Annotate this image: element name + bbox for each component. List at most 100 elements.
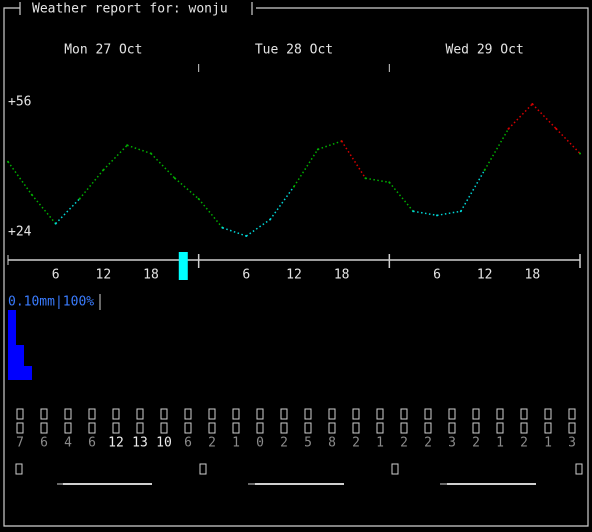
- wind-speed: 3: [568, 436, 576, 451]
- wind-speed: 2: [208, 436, 216, 451]
- icon-glyph: [160, 408, 168, 420]
- icon-glyph: [280, 408, 288, 420]
- icon-glyph: [256, 422, 264, 434]
- wind-speed: 7: [16, 436, 24, 451]
- icon-glyph: [40, 408, 48, 420]
- icon-glyph: [136, 422, 144, 434]
- icon-glyph: [424, 422, 432, 434]
- x-tick-label: 12: [96, 268, 112, 283]
- icon-glyph: [256, 408, 264, 420]
- temp-line: [317, 140, 342, 151]
- icon-glyph: [88, 408, 96, 420]
- temp-line: [102, 144, 128, 171]
- icon-glyph: [352, 422, 360, 434]
- wind-speed: 6: [184, 436, 192, 451]
- icon-glyph: [280, 422, 288, 434]
- icon-glyph: [232, 408, 240, 420]
- temp-line: [150, 152, 176, 179]
- wind-speed: 13: [132, 436, 148, 451]
- wind-speed: 1: [496, 436, 504, 451]
- x-tick-label: 6: [242, 268, 250, 283]
- wind-speed: 2: [400, 436, 408, 451]
- icon-glyph: [568, 422, 576, 434]
- frame: [3, 2, 589, 527]
- precip-bar: [16, 345, 24, 380]
- now-marker: [178, 252, 188, 280]
- temp-line: [174, 177, 200, 200]
- icon-glyph: [568, 408, 576, 420]
- icon-glyph: [400, 422, 408, 434]
- wind-speed: 3: [448, 436, 456, 451]
- icon-glyph: [184, 408, 192, 420]
- temp-line: [365, 177, 390, 184]
- day-label: Mon 27 Oct: [64, 43, 142, 58]
- icon-glyph: [232, 422, 240, 434]
- weather-icons: [16, 408, 576, 434]
- icon-glyph: [136, 408, 144, 420]
- icon-glyph: [544, 422, 552, 434]
- wind-speed: 2: [352, 436, 360, 451]
- temp-line: [126, 144, 152, 155]
- icon-glyph: [160, 422, 168, 434]
- wind-speed: 4: [64, 436, 72, 451]
- wind-speed: 2: [472, 436, 480, 451]
- icon-glyph: [112, 422, 120, 434]
- icon-glyph: [16, 408, 24, 420]
- day-label: Wed 29 Oct: [446, 43, 524, 58]
- precip-label: 0.10mm|100%: [8, 295, 94, 310]
- icon-glyph: [376, 422, 384, 434]
- temp-line: [222, 227, 247, 237]
- icon-glyph: [400, 408, 408, 420]
- icon-glyph: [40, 422, 48, 434]
- temp-line: [436, 210, 461, 217]
- temp-line: [507, 103, 533, 130]
- x-tick-label: 18: [525, 268, 541, 283]
- icon-glyph: [424, 408, 432, 420]
- wind-speed: 12: [108, 436, 124, 451]
- icon-glyph: [544, 408, 552, 420]
- icon-glyph: [328, 422, 336, 434]
- x-tick-label: 18: [334, 268, 350, 283]
- temp-line: [293, 148, 319, 187]
- day-label: Tue 28 Oct: [255, 43, 333, 58]
- icon-glyph: [496, 422, 504, 434]
- x-tick-label: 6: [433, 268, 441, 283]
- precip-bar: [24, 366, 32, 380]
- icon-glyph: [304, 408, 312, 420]
- x-tick-label: 6: [52, 268, 60, 283]
- icon-glyph: [496, 408, 504, 420]
- temp-line: [55, 198, 81, 225]
- x-tick-label: 18: [143, 268, 159, 283]
- icon-glyph: [376, 408, 384, 420]
- precip-bar: [8, 310, 16, 380]
- wind-speed: 1: [376, 436, 384, 451]
- icon-glyph: [520, 408, 528, 420]
- temp-point: [579, 152, 581, 155]
- temp-line: [341, 140, 367, 179]
- wind-speed: 1: [232, 436, 240, 451]
- icon-glyph: [520, 422, 528, 434]
- icon-glyph: [16, 422, 24, 434]
- wind-speed: 10: [156, 436, 172, 451]
- wind-speed: 2: [280, 436, 288, 451]
- wind-speed: 8: [328, 436, 336, 451]
- icon-glyph: [448, 408, 456, 420]
- wind-speed: 2: [520, 436, 528, 451]
- icon-glyph: [304, 422, 312, 434]
- x-tick-label: 12: [477, 268, 493, 283]
- wind-speed: 2: [424, 436, 432, 451]
- wind-speed: 1: [544, 436, 552, 451]
- title: Weather report for: wonju: [32, 2, 228, 17]
- temp-line: [531, 103, 557, 130]
- wind-speed: 0: [256, 436, 264, 451]
- icon-glyph: [472, 408, 480, 420]
- wind-speed: 5: [304, 436, 312, 451]
- icon-glyph: [64, 408, 72, 420]
- icon-glyph: [64, 422, 72, 434]
- icon-glyph: [208, 422, 216, 434]
- icon-glyph: [448, 422, 456, 434]
- temp-line: [413, 210, 438, 217]
- temp-line: [555, 128, 581, 155]
